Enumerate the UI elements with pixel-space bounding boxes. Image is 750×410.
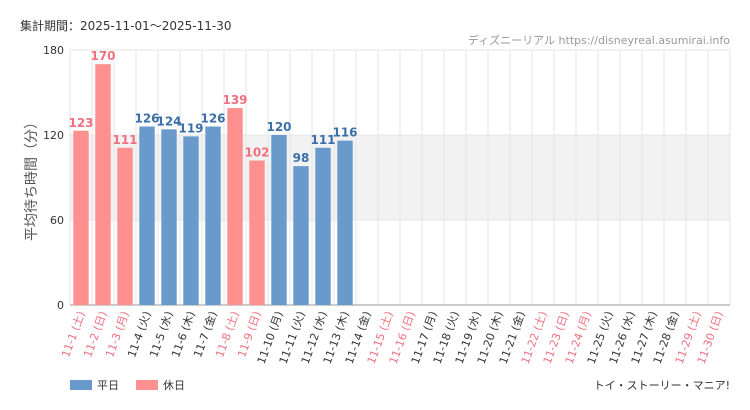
legend: 平日 休日	[70, 379, 185, 392]
bar	[337, 140, 353, 305]
legend-swatch-weekday	[70, 380, 92, 390]
bar	[73, 130, 89, 305]
y-tick-label: 180	[43, 44, 64, 57]
value-label: 123	[68, 116, 93, 130]
y-axis-label: 平均待ち時間（分）	[24, 115, 40, 241]
y-tick-label: 120	[43, 129, 64, 142]
value-label: 126	[200, 112, 225, 126]
bar	[271, 135, 287, 305]
bar	[95, 64, 111, 306]
bar	[249, 160, 265, 305]
bar	[183, 136, 199, 305]
y-tick-label: 0	[57, 299, 64, 312]
value-label: 98	[293, 151, 310, 165]
bar	[161, 129, 177, 305]
value-label: 124	[156, 114, 181, 128]
y-tick-label: 60	[50, 214, 64, 227]
x-axis: 11-1 (土)11-2 (日)11-3 (月)11-4 (火)11-5 (水)…	[59, 309, 726, 366]
legend-swatch-holiday	[136, 380, 158, 390]
bar	[315, 147, 331, 305]
legend-label-weekday: 平日	[97, 379, 119, 392]
bar	[205, 126, 221, 305]
value-label: 120	[266, 120, 291, 134]
value-label: 111	[112, 133, 137, 147]
value-label: 119	[178, 121, 203, 135]
bar	[227, 108, 243, 305]
legend-label-holiday: 休日	[163, 379, 185, 392]
bar	[293, 166, 309, 305]
value-label: 139	[222, 93, 247, 107]
value-label: 116	[332, 126, 357, 140]
value-label: 170	[90, 49, 115, 63]
value-label: 111	[310, 133, 335, 147]
y-axis: 0 60 120 180	[43, 44, 64, 312]
bars	[73, 64, 353, 306]
value-label: 126	[134, 112, 159, 126]
bar	[139, 126, 155, 305]
ride-name: トイ・ストーリー・マニア!	[594, 379, 730, 392]
bar	[117, 147, 133, 305]
gridlines	[69, 49, 731, 306]
period-label: 集計期間：2025-11-01～2025-11-30	[20, 18, 231, 33]
value-label: 102	[244, 146, 269, 160]
credit-label: ディズニーリアル https://disneyreal.asumirai.inf…	[468, 33, 730, 47]
